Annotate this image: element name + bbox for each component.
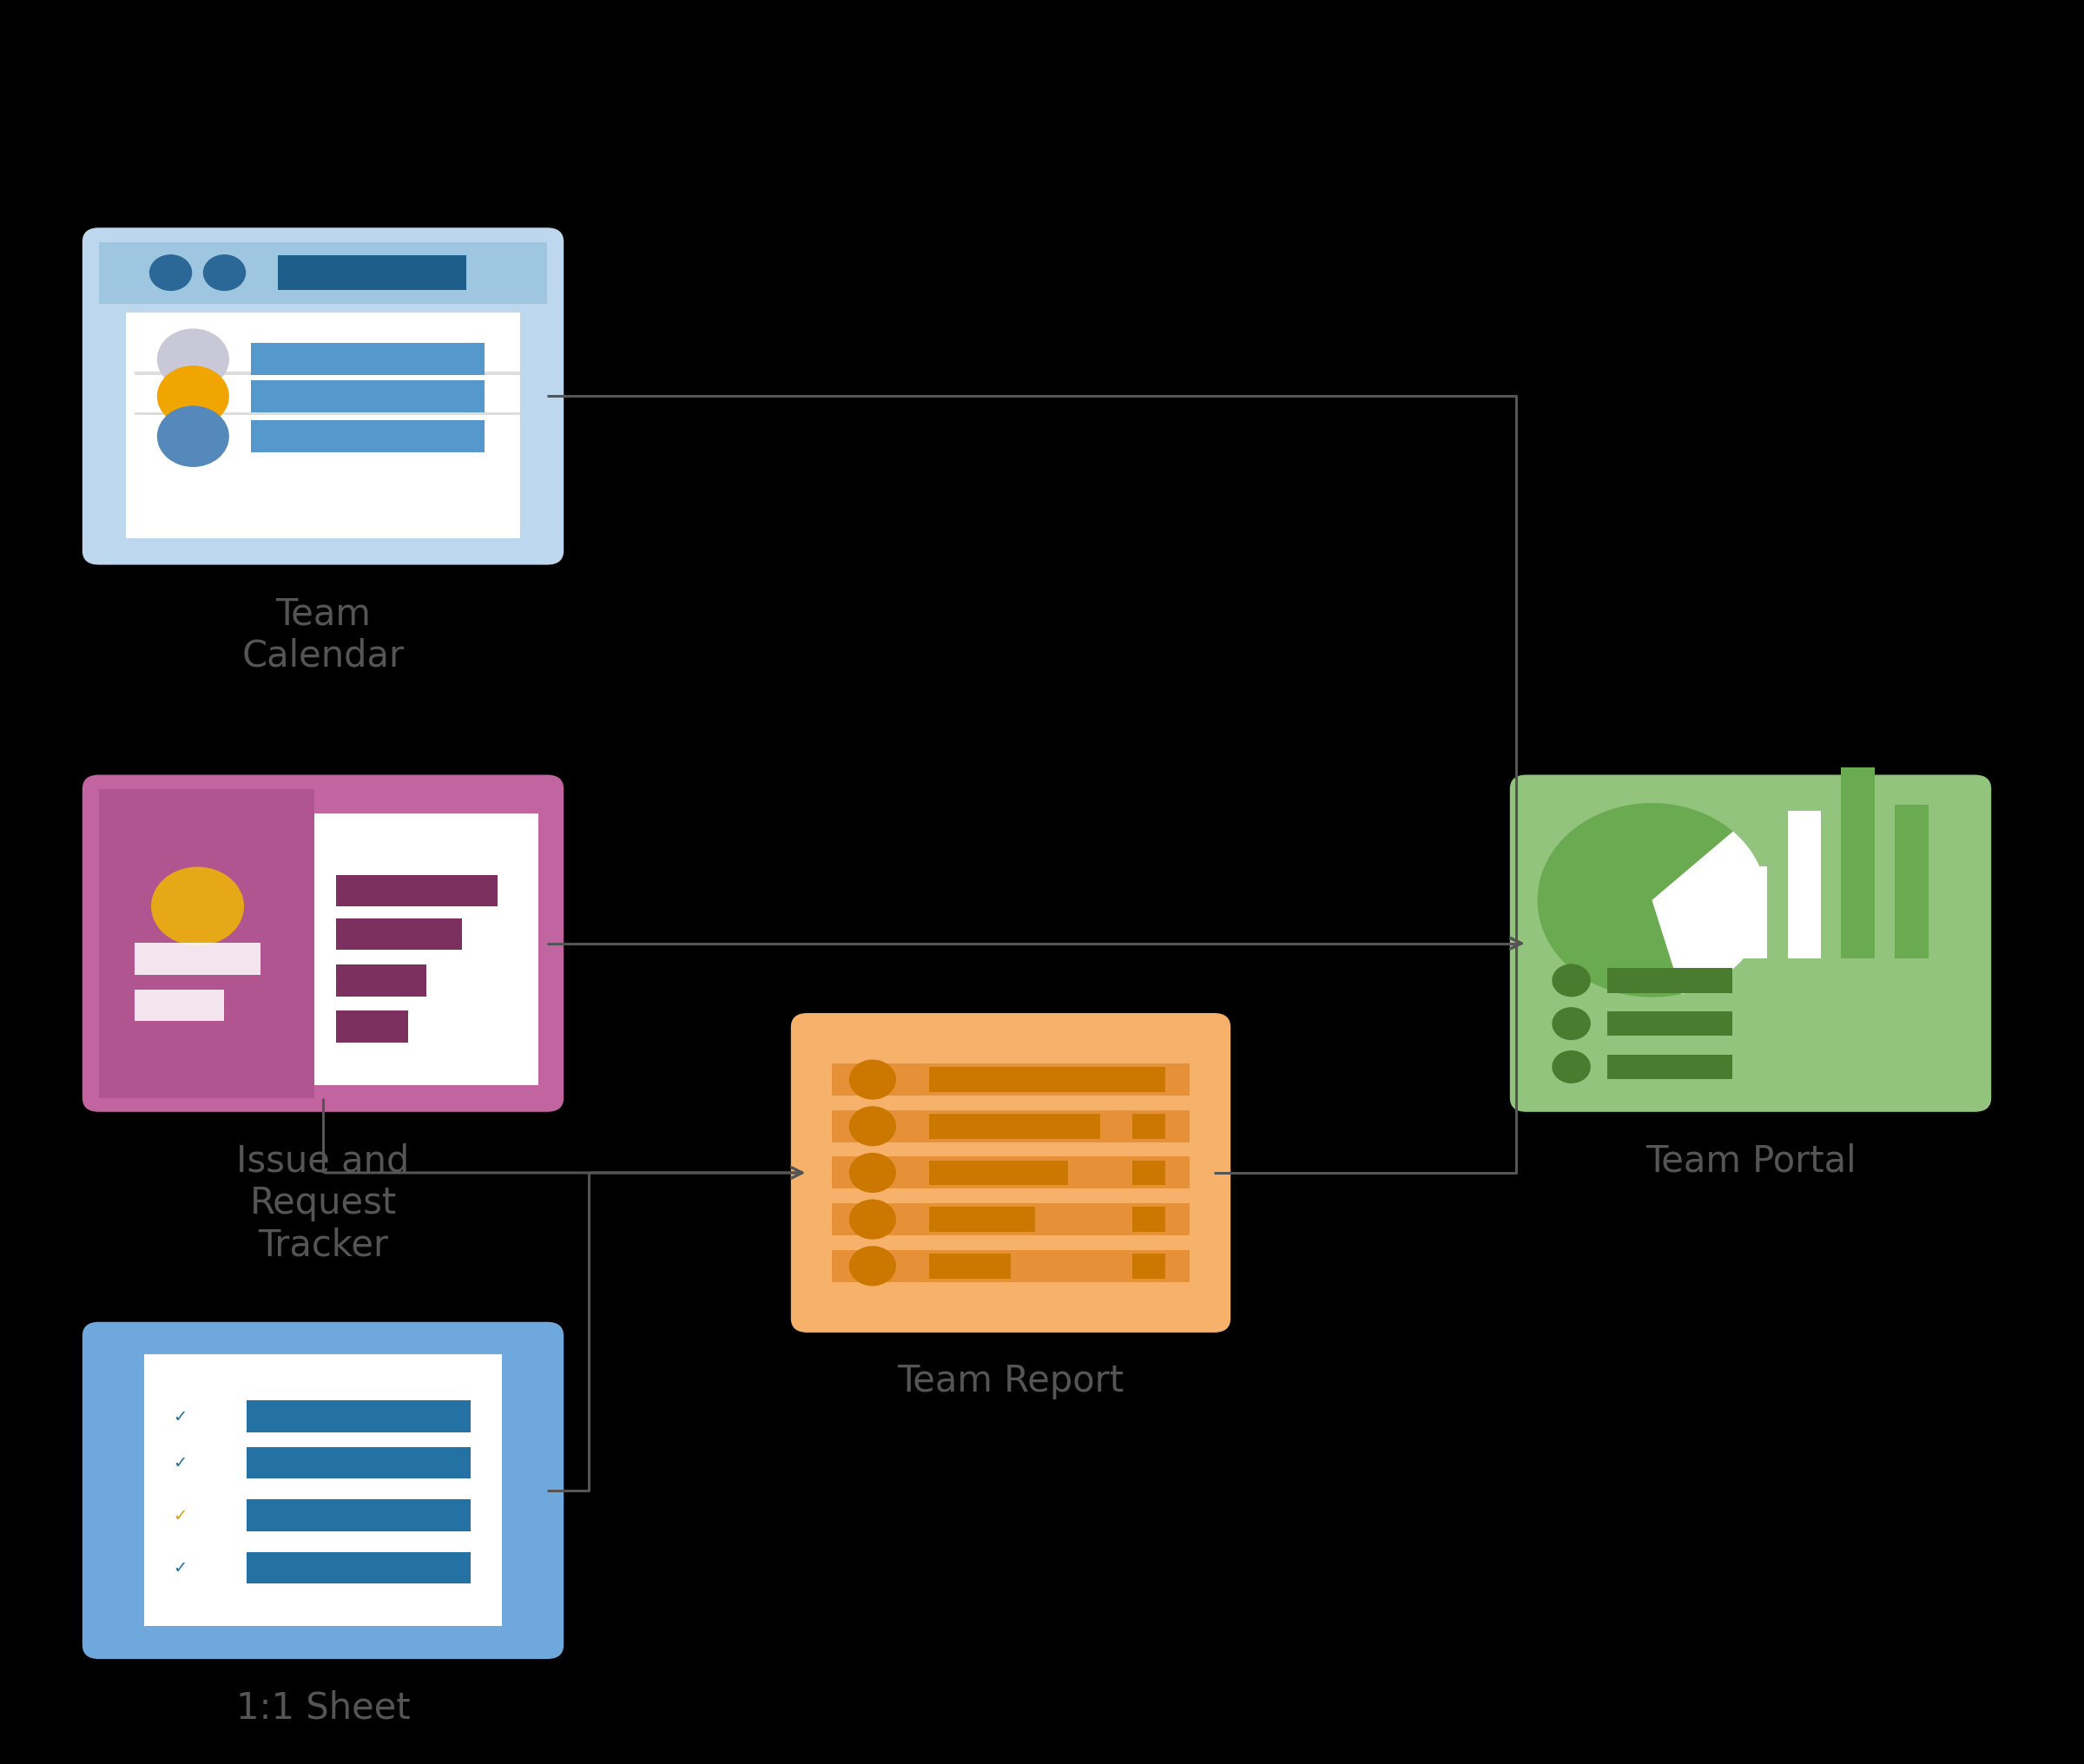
Bar (929, 1254, 1011, 1279)
Text: 1:1 Sheet: 1:1 Sheet (235, 1690, 411, 1725)
Wedge shape (1653, 833, 1767, 995)
Text: ✓: ✓ (173, 1455, 188, 1471)
Bar (336, 919, 463, 951)
Text: ✓: ✓ (173, 1408, 188, 1425)
Bar (832, 1203, 1190, 1235)
Circle shape (1553, 1051, 1590, 1083)
Wedge shape (1538, 804, 1734, 997)
Text: ✓: ✓ (173, 1506, 188, 1524)
Bar (1134, 1161, 1165, 1185)
Bar (252, 381, 483, 413)
Text: Team Report: Team Report (898, 1362, 1123, 1399)
Circle shape (158, 367, 229, 427)
FancyBboxPatch shape (790, 1013, 1230, 1334)
FancyBboxPatch shape (83, 774, 563, 1111)
Bar (1134, 1207, 1165, 1231)
Bar (1607, 1011, 1732, 1035)
Bar (315, 815, 538, 1085)
Circle shape (158, 330, 229, 390)
FancyBboxPatch shape (83, 228, 563, 564)
Circle shape (850, 1154, 896, 1192)
Bar (1134, 1115, 1165, 1140)
Bar (246, 1499, 471, 1531)
Bar (929, 1115, 1100, 1140)
Circle shape (1553, 965, 1590, 997)
Bar (246, 1401, 471, 1432)
Bar (929, 1067, 1134, 1092)
Bar (1134, 1254, 1165, 1279)
Circle shape (150, 256, 192, 291)
Bar (100, 790, 315, 1097)
Circle shape (850, 1108, 896, 1147)
Bar (336, 875, 498, 907)
Bar (135, 990, 225, 1021)
Bar (336, 1011, 408, 1043)
Text: ✓: ✓ (173, 1559, 188, 1575)
Circle shape (152, 868, 244, 946)
Bar (1788, 811, 1821, 960)
Bar (144, 1355, 502, 1626)
Bar (135, 413, 521, 416)
Bar (832, 1064, 1190, 1095)
Bar (832, 1157, 1190, 1189)
Bar (252, 344, 483, 376)
Circle shape (850, 1247, 896, 1286)
Bar (246, 1552, 471, 1584)
Bar (279, 256, 467, 291)
FancyBboxPatch shape (1509, 774, 1992, 1111)
Bar (1607, 1055, 1732, 1080)
Text: Team
Calendar: Team Calendar (242, 596, 404, 674)
Bar (1894, 804, 1928, 960)
Circle shape (204, 256, 246, 291)
Bar (1842, 767, 1876, 960)
Text: Issue and
Request
Tracker: Issue and Request Tracker (235, 1143, 411, 1263)
Bar (100, 242, 548, 303)
Bar (1134, 1067, 1165, 1092)
Bar (125, 314, 521, 540)
Bar (135, 372, 521, 376)
Bar (1607, 968, 1732, 993)
Bar (252, 422, 483, 453)
Circle shape (158, 407, 229, 467)
Circle shape (850, 1200, 896, 1238)
Bar (929, 1207, 1036, 1231)
Bar (929, 1161, 1067, 1185)
Bar (1734, 866, 1767, 960)
Bar (832, 1251, 1190, 1282)
FancyBboxPatch shape (83, 1323, 563, 1658)
Text: Team Portal: Team Portal (1644, 1143, 1857, 1178)
Circle shape (1553, 1007, 1590, 1039)
Bar (246, 1446, 471, 1478)
Bar (135, 944, 260, 975)
Bar (336, 965, 425, 997)
Bar (832, 1111, 1190, 1143)
Circle shape (850, 1060, 896, 1099)
